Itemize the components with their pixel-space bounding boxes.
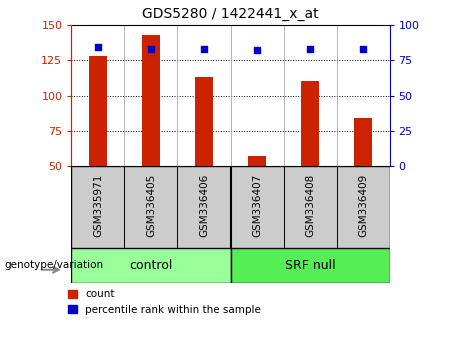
Bar bbox=[195, 77, 213, 166]
Point bbox=[306, 46, 313, 52]
Bar bbox=[354, 118, 372, 166]
Text: control: control bbox=[129, 259, 173, 272]
Point bbox=[148, 46, 155, 52]
Point bbox=[254, 47, 261, 53]
Bar bbox=[248, 156, 266, 166]
Text: GSM336407: GSM336407 bbox=[252, 174, 262, 237]
Legend: count, percentile rank within the sample: count, percentile rank within the sample bbox=[65, 285, 265, 319]
Title: GDS5280 / 1422441_x_at: GDS5280 / 1422441_x_at bbox=[142, 7, 319, 21]
Bar bbox=[301, 81, 319, 166]
Bar bbox=[89, 56, 107, 166]
FancyBboxPatch shape bbox=[230, 248, 390, 283]
Text: genotype/variation: genotype/variation bbox=[5, 261, 104, 270]
Text: GSM336408: GSM336408 bbox=[305, 174, 315, 237]
Point bbox=[359, 46, 366, 52]
Point bbox=[200, 46, 207, 52]
Bar bbox=[142, 35, 160, 166]
Text: SRF null: SRF null bbox=[285, 259, 335, 272]
Text: GSM336409: GSM336409 bbox=[358, 174, 368, 237]
Text: GSM336405: GSM336405 bbox=[146, 174, 156, 237]
Point bbox=[94, 45, 101, 50]
Text: GSM335971: GSM335971 bbox=[93, 174, 103, 237]
Text: GSM336406: GSM336406 bbox=[199, 174, 209, 237]
FancyBboxPatch shape bbox=[71, 166, 390, 248]
FancyBboxPatch shape bbox=[71, 248, 230, 283]
